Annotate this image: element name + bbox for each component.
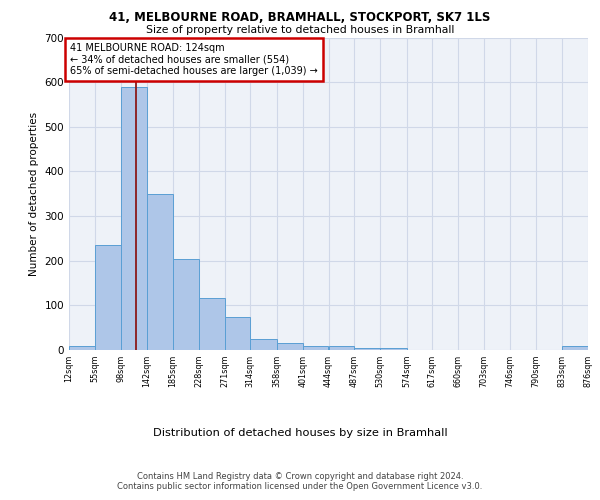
Bar xyxy=(329,346,355,350)
Y-axis label: Number of detached properties: Number of detached properties xyxy=(29,112,39,276)
Bar xyxy=(562,346,588,350)
Text: 41, MELBOURNE ROAD, BRAMHALL, STOCKPORT, SK7 1LS: 41, MELBOURNE ROAD, BRAMHALL, STOCKPORT,… xyxy=(109,11,491,24)
Text: Contains HM Land Registry data © Crown copyright and database right 2024.
Contai: Contains HM Land Registry data © Crown c… xyxy=(118,472,482,491)
Bar xyxy=(95,245,121,350)
Text: 41 MELBOURNE ROAD: 124sqm
← 34% of detached houses are smaller (554)
65% of semi: 41 MELBOURNE ROAD: 124sqm ← 34% of detac… xyxy=(70,43,318,76)
Text: Size of property relative to detached houses in Bramhall: Size of property relative to detached ho… xyxy=(146,25,454,35)
Bar xyxy=(147,194,173,350)
Bar xyxy=(355,348,380,350)
Bar xyxy=(69,346,95,350)
Bar xyxy=(250,339,277,350)
Bar xyxy=(224,318,250,350)
Bar xyxy=(173,260,199,350)
Bar xyxy=(302,346,329,350)
Bar xyxy=(199,298,224,350)
Bar xyxy=(277,344,302,350)
Text: Distribution of detached houses by size in Bramhall: Distribution of detached houses by size … xyxy=(152,428,448,438)
Bar xyxy=(121,86,147,350)
Bar xyxy=(380,348,407,350)
